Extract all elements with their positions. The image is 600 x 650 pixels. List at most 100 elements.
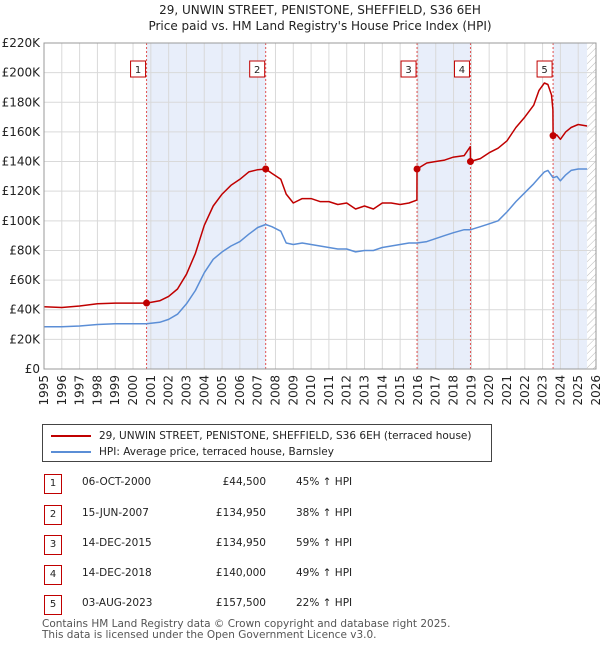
shaded-period — [417, 43, 471, 369]
x-tick-label: 2023 — [536, 375, 550, 406]
y-tick-label: £40K — [9, 303, 41, 317]
transaction-label-box — [249, 60, 266, 78]
x-tick-label: 2012 — [340, 375, 354, 406]
x-tick-label: 1995 — [37, 375, 51, 406]
legend-label-property: 29, UNWIN STREET, PENISTONE, SHEFFIELD, … — [99, 430, 472, 442]
x-tick-label: 2006 — [233, 375, 247, 406]
shaded-period — [146, 43, 266, 369]
forecast-hatch — [587, 43, 596, 369]
transaction-label: 3 — [405, 65, 411, 76]
y-tick-label: £0 — [25, 362, 40, 376]
x-tick-label: 2015 — [393, 375, 407, 406]
transaction-number: 1 — [44, 474, 62, 494]
transaction-date: 14-DEC-2018 — [82, 567, 152, 579]
transaction-label-box — [130, 60, 147, 78]
x-tick-label: 2017 — [429, 375, 443, 406]
price-chart: 29, UNWIN STREET, PENISTONE, SHEFFIELD, … — [2, 3, 600, 406]
x-tick-label: 1997 — [73, 375, 87, 406]
transaction-label-box — [400, 60, 417, 78]
x-tick-label: 2026 — [589, 375, 600, 406]
x-tick-label: 2022 — [518, 375, 532, 406]
x-tick-label: 2003 — [179, 375, 193, 406]
transaction-number: 2 — [44, 505, 62, 525]
chart-subtitle: Price paid vs. HM Land Registry's House … — [148, 19, 491, 33]
transaction-hpi-change: 38% ↑ HPI — [296, 507, 353, 519]
y-tick-label: £160K — [2, 125, 42, 139]
x-tick-label: 2013 — [358, 375, 372, 406]
transaction-point — [466, 158, 474, 166]
y-tick-label: £120K — [2, 184, 42, 198]
x-tick-label: 2011 — [322, 375, 336, 406]
transaction-price: £157,500 — [215, 597, 266, 609]
transaction-price: £134,950 — [215, 537, 266, 549]
x-tick-label: 2004 — [197, 375, 211, 406]
y-tick-label: £60K — [9, 273, 41, 287]
transaction-row: 2 15-JUN-2007 £134,950 38% ↑ HPI — [42, 505, 402, 527]
x-tick-label: 2024 — [553, 375, 567, 406]
footer-licence: This data is licensed under the Open Gov… — [42, 629, 377, 641]
x-tick-label: 2020 — [482, 375, 496, 406]
transaction-label: 2 — [254, 65, 260, 76]
transaction-hpi-change: 22% ↑ HPI — [296, 597, 353, 609]
legend-item-property: 29, UNWIN STREET, PENISTONE, SHEFFIELD, … — [51, 429, 471, 443]
x-tick-label: 2021 — [500, 375, 514, 406]
x-tick-label: 1998 — [90, 375, 104, 406]
x-tick-label: 2007 — [251, 375, 265, 406]
legend: 29, UNWIN STREET, PENISTONE, SHEFFIELD, … — [42, 424, 492, 462]
transaction-hpi-change: 59% ↑ HPI — [296, 537, 353, 549]
y-tick-label: £20K — [9, 332, 41, 346]
transaction-row: 1 06-OCT-2000 £44,500 45% ↑ HPI — [42, 474, 402, 496]
transaction-point — [413, 165, 421, 173]
x-tick-label: 2025 — [571, 375, 585, 406]
transaction-row: 3 14-DEC-2015 £134,950 59% ↑ HPI — [42, 535, 402, 557]
transaction-price: £134,950 — [215, 507, 266, 519]
x-tick-label: 2019 — [464, 375, 478, 406]
legend-swatch-property — [51, 435, 91, 437]
transaction-label: 1 — [135, 65, 141, 76]
transaction-number: 4 — [44, 565, 62, 585]
series-line — [44, 168, 588, 328]
series-line — [43, 82, 588, 309]
transaction-hpi-change: 49% ↑ HPI — [296, 567, 353, 579]
x-tick-label: 2016 — [411, 375, 425, 406]
x-tick-label: 2014 — [375, 375, 389, 406]
transaction-number: 5 — [44, 595, 62, 615]
transaction-label-box — [453, 60, 470, 78]
x-tick-label: 2008 — [268, 375, 282, 406]
y-tick-label: £180K — [2, 95, 42, 109]
x-tick-label: 2002 — [162, 375, 176, 406]
transaction-label: 5 — [541, 65, 547, 76]
transaction-price: £44,500 — [222, 476, 266, 488]
shaded-period — [553, 43, 588, 369]
legend-swatch-hpi — [51, 451, 91, 453]
x-tick-label: 2009 — [286, 375, 300, 406]
transaction-row: 4 14-DEC-2018 £140,000 49% ↑ HPI — [42, 565, 402, 587]
footer: Contains HM Land Registry data © Crown c… — [42, 619, 450, 641]
y-tick-label: £140K — [2, 155, 42, 169]
transaction-date: 15-JUN-2007 — [82, 507, 149, 519]
y-tick-label: £80K — [9, 243, 41, 257]
y-tick-label: £100K — [2, 214, 42, 228]
transaction-row: 5 03-AUG-2023 £157,500 22% ↑ HPI — [42, 595, 402, 617]
footer-copyright: Contains HM Land Registry data © Crown c… — [42, 618, 451, 630]
transaction-date: 14-DEC-2015 — [82, 537, 152, 549]
plot-frame — [43, 42, 597, 370]
transaction-price: £140,000 — [215, 567, 266, 579]
y-tick-label: £200K — [2, 66, 42, 80]
transaction-point — [549, 132, 557, 140]
y-tick-label: £220K — [2, 36, 42, 50]
transaction-point — [262, 165, 270, 173]
transaction-point — [143, 299, 151, 307]
x-tick-label: 1996 — [55, 375, 69, 406]
legend-item-hpi: HPI: Average price, terraced house, Barn… — [51, 445, 334, 459]
chart-title: 29, UNWIN STREET, PENISTONE, SHEFFIELD, … — [159, 3, 481, 17]
transaction-date: 03-AUG-2023 — [82, 597, 153, 609]
transaction-number: 3 — [44, 535, 62, 555]
transaction-label-box — [536, 60, 553, 78]
x-tick-label: 2018 — [447, 375, 461, 406]
x-tick-label: 2001 — [144, 375, 158, 406]
x-tick-label: 2005 — [215, 375, 229, 406]
legend-label-hpi: HPI: Average price, terraced house, Barn… — [99, 446, 334, 458]
x-tick-label: 1999 — [108, 375, 122, 406]
transaction-label: 4 — [459, 65, 465, 76]
